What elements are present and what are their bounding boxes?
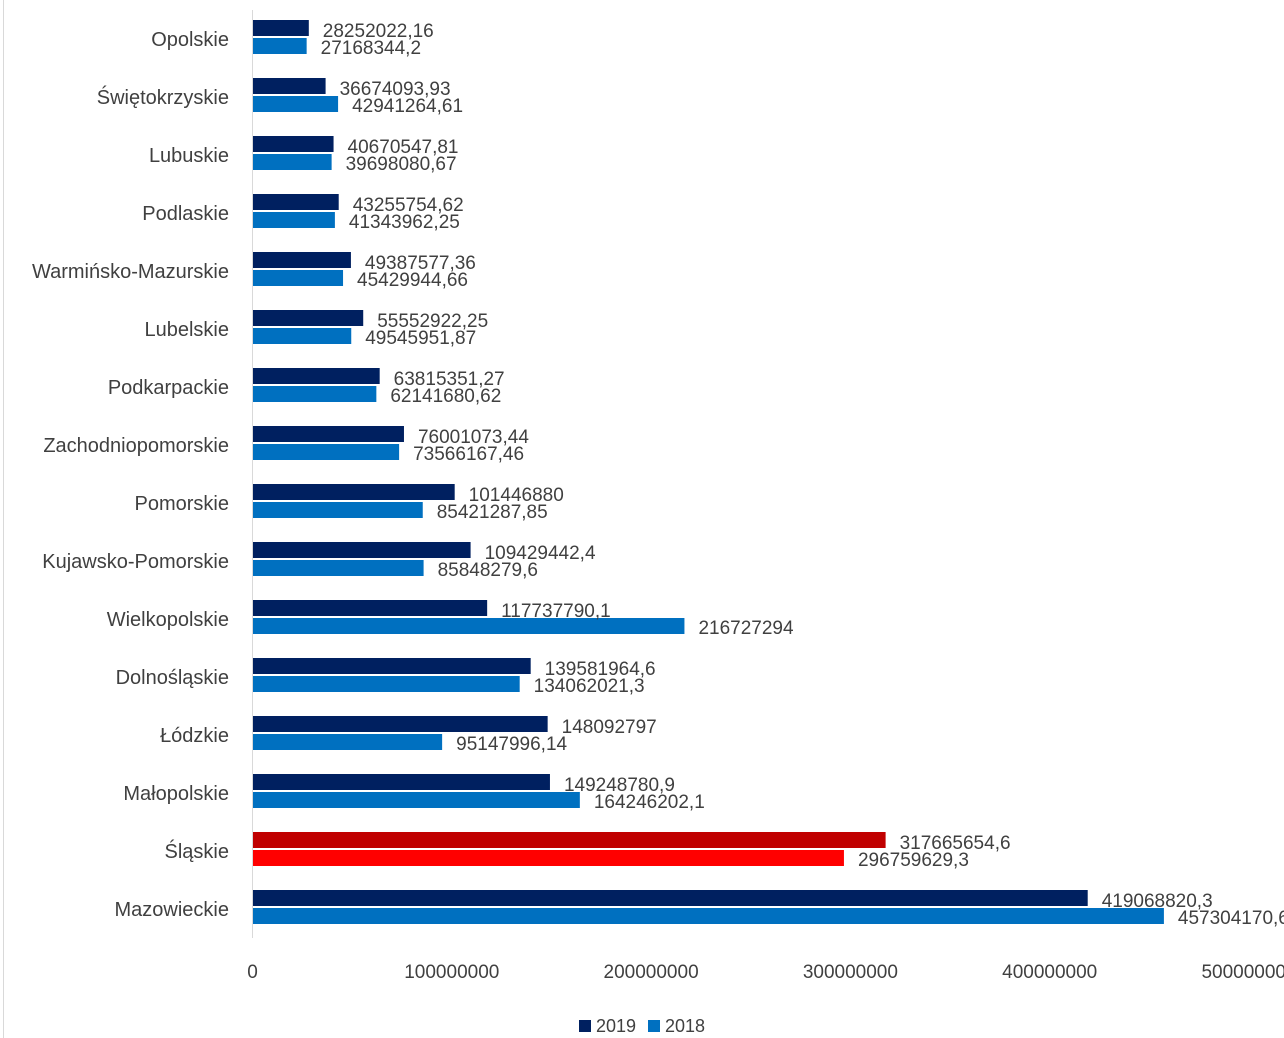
- bar-2018-pomorskie: [252, 502, 423, 518]
- bar-2018-opolskie: [252, 38, 307, 54]
- value-label-2019-malopolskie: 149248780,9: [564, 775, 675, 796]
- category-label-zachodniopomorskie: Zachodniopomorskie: [43, 435, 229, 457]
- bar-2019-kujawsko-pomorskie: [252, 542, 471, 558]
- value-label-2019-podlaskie: 43255754,62: [353, 195, 464, 216]
- bar-2019-lubelskie: [252, 310, 364, 326]
- value-label-2018-lubuskie: 39698080,67: [346, 154, 457, 175]
- legend-label-2018: 2018: [665, 1015, 706, 1036]
- bar-2019-podkarpackie: [252, 368, 380, 384]
- value-label-2018-podkarpackie: 62141680,62: [390, 386, 501, 407]
- value-label-2018-lubelskie: 49545951,87: [365, 328, 476, 349]
- value-label-2019-pomorskie: 101446880: [469, 485, 564, 506]
- bar-2018-warminsko-mazurskie: [252, 270, 344, 286]
- bar-2019-opolskie: [252, 20, 309, 36]
- bar-2019-dolnoslaskie: [252, 658, 531, 674]
- legend-item-2019: 2019: [578, 1015, 636, 1037]
- value-label-2018-slaskie: 296759629,3: [858, 850, 969, 871]
- bar-2018-lodzkie: [252, 734, 443, 750]
- bar-2018-mazowieckie: [252, 908, 1164, 924]
- value-label-2019-lubelskie: 55552922,25: [377, 311, 488, 332]
- bar-2018-malopolskie: [252, 792, 580, 808]
- legend-swatch-2018: [648, 1020, 660, 1032]
- value-label-2018-wielkopolskie: 216727294: [698, 618, 794, 639]
- value-label-2018-zachodniopomorskie: 73566167,46: [413, 444, 524, 465]
- value-label-2018-opolskie: 27168344,2: [321, 38, 421, 59]
- bar-2019-warminsko-mazurskie: [252, 252, 351, 268]
- bar-2019-zachodniopomorskie: [252, 426, 404, 442]
- value-label-2019-mazowieckie: 419068820,3: [1102, 891, 1213, 912]
- bar-2018-zachodniopomorskie: [252, 444, 400, 460]
- bars-group: [252, 20, 1164, 924]
- legend-label-2019: 2019: [595, 1015, 636, 1036]
- bar-2019-lodzkie: [252, 716, 548, 732]
- value-label-2019-kujawsko-pomorskie: 109429442,4: [485, 543, 596, 564]
- x-tick-label-1: 100000000: [404, 962, 499, 983]
- value-label-2019-zachodniopomorskie: 76001073,44: [418, 427, 529, 448]
- value-label-2019-podkarpackie: 63815351,27: [394, 369, 505, 390]
- bar-2019-pomorskie: [252, 484, 455, 500]
- bar-2019-mazowieckie: [252, 890, 1088, 906]
- bar-2018-slaskie: [252, 850, 844, 866]
- bar-2018-lubuskie: [252, 154, 332, 170]
- value-label-2019-lodzkie: 148092797: [562, 717, 657, 738]
- value-label-2019-dolnoslaskie: 139581964,6: [545, 659, 656, 680]
- bar-chart: Opolskie Świętokrzyskie Lubuskie Podlaskie W…: [32, 10, 1284, 983]
- bar-2019-malopolskie: [252, 774, 550, 790]
- value-label-2018-mazowieckie: 457304170,6: [1178, 908, 1284, 929]
- value-label-2019-opolskie: 28252022,16: [323, 21, 434, 42]
- category-label-slaskie: Śląskie: [165, 839, 229, 863]
- frame-line: [3, 0, 4, 1038]
- bar-2019-slaskie: [252, 832, 886, 848]
- value-label-2018-malopolskie: 164246202,1: [594, 792, 705, 813]
- value-label-2018-pomorskie: 85421287,85: [437, 502, 548, 523]
- value-label-2019-lubuskie: 40670547,81: [348, 137, 459, 158]
- category-label-lodzkie: Łódzkie: [160, 725, 229, 747]
- category-label-warminsko-mazurskie: Warmińsko-Mazurskie: [32, 261, 229, 283]
- category-label-opolskie: Opolskie: [151, 29, 229, 51]
- category-label-podlaskie: Podlaskie: [142, 203, 229, 225]
- value-label-2018-swietokrzyskie: 42941264,61: [352, 96, 463, 117]
- category-label-podkarpackie: Podkarpackie: [108, 377, 229, 399]
- category-label-kujawsko-pomorskie: Kujawsko-Pomorskie: [42, 551, 229, 573]
- value-label-2019-wielkopolskie: 117737790,1: [501, 601, 611, 622]
- bar-2018-lubelskie: [252, 328, 352, 344]
- bar-2018-wielkopolskie: [252, 618, 685, 634]
- category-label-dolnoslaskie: Dolnośląskie: [116, 667, 229, 689]
- category-label-lubelskie: Lubelskie: [144, 319, 229, 341]
- bar-2018-kujawsko-pomorskie: [252, 560, 424, 576]
- value-label-2019-slaskie: 317665654,6: [900, 833, 1011, 854]
- bar-2018-podkarpackie: [252, 386, 377, 402]
- x-tick-label-3: 300000000: [803, 962, 898, 983]
- legend-item-2018: 2018: [648, 1016, 705, 1037]
- category-label-swietokrzyskie: Świętokrzyskie: [97, 85, 229, 109]
- bar-2018-swietokrzyskie: [252, 96, 339, 112]
- bar-2019-podlaskie: [252, 194, 339, 210]
- value-label-2018-warminsko-mazurskie: 45429944,66: [357, 270, 468, 291]
- bar-2019-swietokrzyskie: [252, 78, 326, 94]
- legend-swatch-2019: [578, 1020, 591, 1032]
- legend: 2019 2018: [0, 1014, 1284, 1038]
- category-label-mazowieckie: Mazowieckie: [115, 899, 229, 921]
- value-label-2018-podlaskie: 41343962,25: [349, 212, 460, 233]
- value-label-2019-warminsko-mazurskie: 49387577,36: [365, 253, 476, 274]
- category-labels-group: Opolskie Świętokrzyskie Lubuskie Podlaskie W…: [32, 29, 229, 921]
- value-label-2018-kujawsko-pomorskie: 85848279,6: [438, 560, 538, 581]
- bar-2019-wielkopolskie: [252, 600, 488, 616]
- category-label-pomorskie: Pomorskie: [135, 493, 229, 515]
- x-tick-label-5: 500000000: [1201, 962, 1284, 983]
- x-tick-label-4: 400000000: [1002, 962, 1097, 983]
- bar-2019-lubuskie: [252, 136, 334, 152]
- x-tick-labels-group: 0 100000000 200000000 300000000 400000000 500…: [247, 962, 1284, 983]
- category-label-malopolskie: Małopolskie: [123, 783, 229, 805]
- category-label-wielkopolskie: Wielkopolskie: [107, 609, 229, 631]
- category-label-lubuskie: Lubuskie: [149, 145, 229, 167]
- bar-2018-dolnoslaskie: [252, 676, 520, 692]
- x-tick-label-2: 200000000: [604, 962, 699, 983]
- value-label-2018-lodzkie: 95147996,14: [456, 734, 567, 755]
- x-tick-label-0: 0: [247, 962, 258, 983]
- value-label-2018-dolnoslaskie: 134062021,3: [534, 676, 645, 697]
- bar-2018-podlaskie: [252, 212, 335, 228]
- value-label-2019-swietokrzyskie: 36674093,93: [340, 79, 451, 100]
